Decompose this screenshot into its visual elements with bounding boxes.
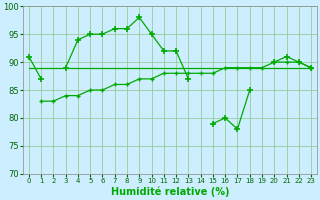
X-axis label: Humidité relative (%): Humidité relative (%) (111, 187, 229, 197)
